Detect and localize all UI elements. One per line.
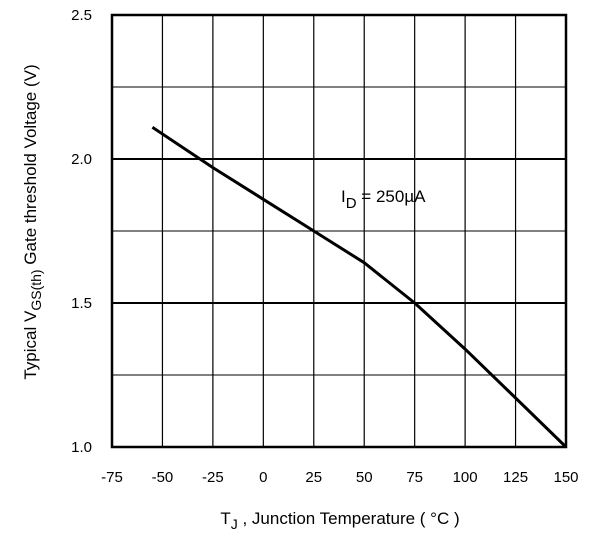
series-line-0 — [151, 126, 568, 449]
y-tick-label: 1.5 — [71, 295, 92, 312]
x-tick-label: 75 — [406, 469, 423, 486]
series-group — [151, 126, 568, 449]
y-tick-label: 2.5 — [71, 7, 92, 24]
x-tick-label: -50 — [152, 469, 174, 486]
y-tick-label: 1.0 — [71, 439, 92, 456]
x-tick-label: 25 — [305, 469, 322, 486]
x-tick-label: 50 — [356, 469, 373, 486]
y-axis-ticks: 1.0 1.5 2.0 2.5 — [71, 7, 92, 456]
x-tick-label: 100 — [453, 469, 478, 486]
x-axis-ticks: -75 -50 -25 0 25 50 75 100 125 150 — [101, 469, 578, 486]
y-tick-label: 2.0 — [71, 151, 92, 168]
x-tick-label: -25 — [202, 469, 224, 486]
current-annotation: ID = 250µA — [341, 187, 426, 212]
x-axis-title: TJ , Junction Temperature ( °C ) — [220, 509, 459, 532]
x-tick-label: 125 — [503, 469, 528, 486]
y-axis-title: Typical VGS(th) Gate threshold Voltage (… — [21, 64, 44, 379]
grid — [112, 15, 566, 447]
x-tick-label: -75 — [101, 469, 123, 486]
x-tick-label: 150 — [553, 469, 578, 486]
plot-area — [110, 13, 568, 449]
x-tick-label: 0 — [259, 469, 267, 486]
plot-border — [110, 13, 568, 449]
